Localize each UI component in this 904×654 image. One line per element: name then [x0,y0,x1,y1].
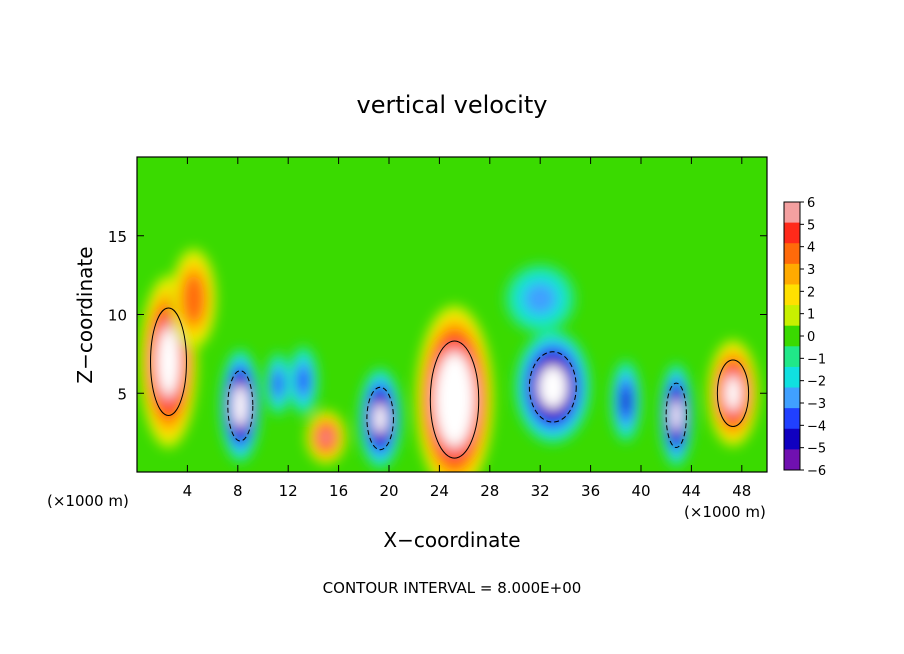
colorbar-swatch [784,387,800,409]
colorbar: 6 5 4 3 2 1 0 −1 −2 −3 −4 −5 −6 [783,196,826,479]
y-tick-label: 15 [108,228,127,246]
velocity-cell [265,352,291,416]
contour-line [366,386,394,451]
colorbar-swatch [784,449,800,471]
colorbar-tick-label: 4 [807,241,815,256]
x-tick-label: 8 [233,482,243,500]
colorbar-swatch [784,243,800,265]
x-tick-label: 48 [732,482,751,500]
colorbar-tick-label: −5 [807,442,826,457]
velocity-cell [171,248,217,350]
contour-lines [150,307,750,459]
velocity-cell [305,410,347,465]
colorbar-swatch [784,222,800,244]
velocity-level [546,377,560,397]
velocity-level [187,284,201,314]
colorbar-swatch [784,428,800,450]
x-tick-label: 16 [329,482,348,500]
plot-area [137,157,767,472]
velocity-cell [610,360,641,443]
colorbar-swatch [784,366,800,389]
contour-line [227,370,254,442]
contour-line [716,359,750,427]
velocity-level [449,386,460,413]
colorbar-tick-label: 5 [807,218,815,233]
velocity-level [321,430,331,444]
velocity-level [728,383,738,404]
y-tick-label: 5 [117,385,127,403]
colorbar-tick-label: −3 [807,397,826,412]
colorbar-tick-label: −6 [807,464,826,479]
x-unit-label-left: (×1000 m) [47,492,129,510]
x-tick-label: 28 [480,482,499,500]
velocity-cell [659,363,693,468]
x-axis: 4 8 12 16 20 24 28 32 36 40 44 48 [183,157,751,500]
velocity-cell [220,349,261,463]
colorbar-swatch [784,284,800,306]
velocity-cell [358,368,402,469]
colorbar-tick-label: 2 [807,285,815,300]
colorbar-swatch [784,325,800,347]
x-tick-label: 32 [531,482,550,500]
velocity-cell [707,339,759,447]
chart-title: vertical velocity [357,91,548,119]
velocity-cell [288,346,319,416]
x-unit-label-right: (×1000 m) [684,503,766,521]
x-tick-label: 44 [682,482,701,500]
colorbar-swatch [784,408,800,430]
colorbar-swatch [784,346,800,368]
contour-line [150,307,187,416]
contour-interval-note: CONTOUR INTERVAL = 8.000E+00 [323,579,582,597]
velocity-level [376,409,385,428]
x-tick-label: 24 [430,482,449,500]
velocity-level [236,396,244,416]
velocity-level [621,389,631,413]
velocity-level [163,347,174,377]
colorbar-tick-label: −2 [807,375,826,390]
velocity-cell [504,264,576,334]
colorbar-swatch [784,202,800,224]
x-tick-label: 20 [379,482,398,500]
x-tick-label: 4 [183,482,193,500]
velocity-cell [515,330,591,444]
contour-line [528,351,577,423]
velocity-level [298,368,309,393]
x-axis-label: X−coordinate [383,528,520,552]
y-tick-label: 10 [108,307,127,325]
x-tick-label: 12 [279,482,298,500]
y-axis-label: Z−coordinate [73,246,97,383]
colorbar-tick-label: −1 [807,352,826,367]
colorbar-tick-label: 1 [807,308,815,323]
velocity-level [524,283,556,315]
colorbar-swatch [784,305,800,327]
velocity-cell [415,305,494,472]
colorbar-tick-label: 6 [807,196,815,211]
x-tick-label: 40 [631,482,650,500]
colorbar-tick-label: −4 [807,419,826,434]
colorbar-tick-label: 0 [807,330,815,345]
colorbar-swatch [784,263,800,285]
colorbar-tick-label: 3 [807,263,815,278]
x-tick-label: 36 [581,482,600,500]
velocity-level [273,372,283,395]
contour-line [665,382,687,449]
contour-line [429,340,480,459]
y-axis: 5 10 15 [108,228,767,403]
velocity-level [673,405,680,425]
